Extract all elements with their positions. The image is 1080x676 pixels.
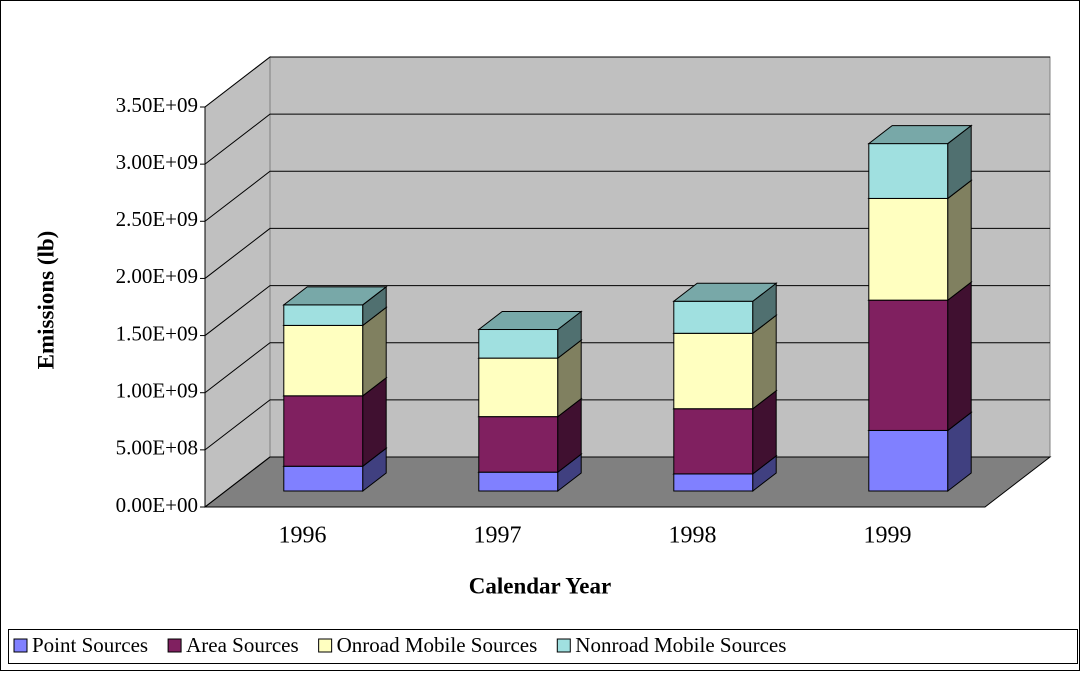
legend-label: Point Sources <box>32 633 148 657</box>
y-tick-label: 5.00E+08 <box>116 436 198 460</box>
legend-swatch <box>13 638 28 653</box>
grid-line <box>204 170 1050 222</box>
bar-side <box>947 281 972 432</box>
x-tick-label: 1997 <box>474 523 522 549</box>
y-tick-label: 2.00E+09 <box>116 264 198 288</box>
bar <box>673 300 754 334</box>
bar-side <box>947 179 972 302</box>
x-tick-label: 1998 <box>669 523 717 549</box>
bar <box>283 465 364 492</box>
bar-top <box>282 286 388 306</box>
grid-line <box>204 56 1050 108</box>
side-wall <box>204 55 271 509</box>
grid-line <box>204 456 1050 508</box>
bar <box>478 416 559 473</box>
bar <box>868 197 949 301</box>
legend-label: Area Sources <box>186 633 299 657</box>
grid-line <box>204 399 1050 451</box>
bar <box>478 471 559 492</box>
bar <box>478 357 559 418</box>
y-tick-label: 1.00E+09 <box>116 379 198 403</box>
legend-label: Nonroad Mobile Sources <box>575 633 786 657</box>
y-tick-label: 0.00E+00 <box>116 493 198 517</box>
bar <box>673 332 754 410</box>
x-axis-title: Calendar Year <box>469 573 611 598</box>
bar <box>283 324 364 397</box>
bar <box>283 304 364 326</box>
y-tick-label: 1.50E+09 <box>116 321 198 345</box>
bar <box>478 329 559 359</box>
grid-line <box>204 342 1050 394</box>
bar-top <box>672 282 778 302</box>
bar <box>868 429 949 492</box>
bar <box>673 473 754 492</box>
y-tick-label: 3.50E+09 <box>116 93 198 117</box>
x-tick-label: 1999 <box>864 523 912 549</box>
legend <box>8 629 1078 664</box>
legend-swatch <box>167 638 182 653</box>
y-tick-label: 2.50E+09 <box>116 207 198 231</box>
grid-line <box>204 285 1050 336</box>
bar-top <box>867 125 973 145</box>
grid-line <box>204 113 1050 165</box>
bar <box>868 299 949 431</box>
legend-label: Onroad Mobile Sources <box>337 633 538 657</box>
legend-swatch <box>318 638 333 653</box>
x-tick-label: 1996 <box>279 523 327 549</box>
bar <box>283 395 364 467</box>
y-axis-title: Emissions (lb) <box>33 231 58 370</box>
bar <box>868 143 949 199</box>
grid-line <box>204 227 1050 279</box>
bar-top <box>477 311 583 331</box>
plot-area: 0.00E+00 5.00E+08 1.00E+09 1.50E+09 2.00E+09… <box>116 55 1052 549</box>
y-tick-label: 3.00E+09 <box>116 150 198 174</box>
legend-swatch <box>556 638 571 653</box>
bar <box>673 408 754 475</box>
